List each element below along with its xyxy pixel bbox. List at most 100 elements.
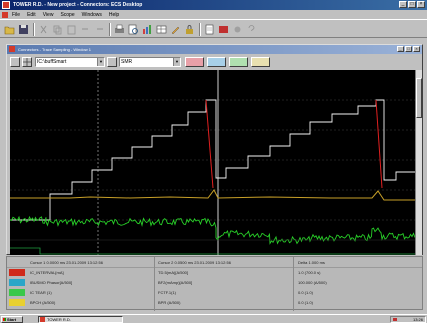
- cursor-info-panel: Cursor 1 0.0000 ms 23.01.2009 13:12:56 C…: [6, 256, 423, 311]
- toolbar-separator: [109, 23, 111, 36]
- table-icon[interactable]: [156, 24, 167, 35]
- trace-window-title-bar[interactable]: Connectors - Trace Sampling - Window 1 _…: [7, 45, 422, 54]
- main-toolbar: [0, 19, 427, 38]
- green-noisy-trace: [10, 215, 415, 245]
- signal-source-value: IC:\buffSmart: [37, 59, 67, 65]
- channel-4-color-swatch[interactable]: [9, 299, 25, 306]
- cut-icon[interactable]: [38, 24, 49, 35]
- channel-2-delta: 100.000 (A/500): [298, 280, 327, 285]
- tray-app-icon[interactable]: [393, 318, 397, 321]
- paste-icon[interactable]: [66, 24, 77, 35]
- title-bar[interactable]: TOWER R.D. - New project - Connectors: E…: [0, 0, 427, 10]
- channel-4-delta: 0.0 (1.0): [298, 300, 313, 305]
- oscilloscope-plot[interactable]: [10, 70, 415, 255]
- trace-minimize-button[interactable]: _: [397, 46, 404, 52]
- window-controls: _ □ ×: [399, 1, 425, 8]
- channel-1-value: TD.5(mA)[A/500]: [158, 270, 189, 275]
- window-title: TOWER R.D. - New project - Connectors: E…: [13, 2, 143, 8]
- channel-2-color-swatch[interactable]: [9, 279, 25, 286]
- toolbar-separator: [33, 23, 35, 36]
- yellow-trace: [10, 189, 415, 201]
- menu-windows[interactable]: Windows: [81, 11, 102, 18]
- menu-file[interactable]: File: [12, 11, 21, 18]
- menu-bar: File Edit View Scope Windows Help: [0, 10, 427, 19]
- cursor-2-readout: Cursor 2 0.0500 ms 23.01.2009 13:12:56: [158, 260, 231, 265]
- signal-source-select[interactable]: IC:\buffSmart ▼: [35, 57, 105, 67]
- close-button[interactable]: ×: [417, 1, 425, 8]
- chevron-down-icon[interactable]: ▼: [173, 58, 180, 66]
- channel-mode-value: SMR: [121, 59, 133, 65]
- menu-scope[interactable]: Scope: [60, 11, 75, 18]
- app-icon[interactable]: [2, 1, 10, 9]
- minimize-button[interactable]: _: [399, 1, 407, 8]
- start-label: Start: [7, 317, 17, 322]
- channel-4-value: BPR (A/500): [158, 300, 181, 305]
- document-icon[interactable]: [204, 24, 215, 35]
- channel-3-toggle[interactable]: [229, 57, 248, 67]
- channel-3-value: FCTF.1(1): [158, 290, 176, 295]
- undo-icon[interactable]: [80, 24, 91, 35]
- channel-1-color-swatch[interactable]: [9, 269, 25, 276]
- trace-options-button[interactable]: [10, 57, 20, 67]
- trace-window: Connectors - Trace Sampling - Window 1 _…: [6, 44, 423, 255]
- scrollbar-thumb[interactable]: [416, 78, 422, 118]
- trace-window-title: Connectors - Trace Sampling - Window 1: [18, 47, 91, 52]
- toolbar-separator: [199, 23, 201, 36]
- waveform-canvas[interactable]: [10, 70, 415, 255]
- document-menu-icon[interactable]: [2, 11, 8, 18]
- windows-logo-icon: [3, 318, 6, 321]
- save-icon[interactable]: [18, 24, 29, 35]
- application-window: TOWER R.D. - New project - Connectors: E…: [0, 0, 427, 314]
- system-tray: 13:26: [390, 316, 426, 323]
- start-button[interactable]: Start: [1, 316, 23, 323]
- channel-mode-select[interactable]: SMR ▼: [119, 57, 181, 67]
- help-icon[interactable]: [246, 24, 257, 35]
- white-staircase-trace: [10, 99, 415, 221]
- cursor-1-readout: Cursor 1 0.0000 ms 23.01.2009 13:12:56: [30, 260, 103, 265]
- plot-vertical-scrollbar[interactable]: [415, 70, 422, 255]
- menu-view[interactable]: View: [42, 11, 54, 18]
- channel-4-name: BPCH (A/500): [30, 300, 56, 305]
- channel-row[interactable]: BPCH (A/500) BPR (A/500) 0.0 (1.0): [8, 298, 423, 307]
- lock-icon[interactable]: [184, 24, 195, 35]
- info-header-row: Cursor 1 0.0000 ms 23.01.2009 13:12:56 C…: [8, 258, 423, 267]
- maximize-button[interactable]: □: [408, 1, 416, 8]
- channel-3-delta: 0.0 (1.0): [298, 290, 313, 295]
- channel-row[interactable]: IC TEAR (1) FCTF.1(1) 0.0 (1.0): [8, 288, 423, 297]
- pencil-icon[interactable]: [170, 24, 181, 35]
- channel-3-color-swatch[interactable]: [9, 289, 25, 296]
- menu-help[interactable]: Help: [108, 11, 120, 18]
- lower-green-trace: [10, 247, 415, 255]
- channel-row[interactable]: IC_INTERVAL[mA] TD.5(mA)[A/500] 1.0 (700…: [8, 268, 423, 277]
- app-icon: [40, 317, 45, 322]
- trace-maximize-button[interactable]: □: [405, 46, 412, 52]
- record-icon[interactable]: [218, 24, 229, 35]
- taskbar: Start TOWER R.D. 13:26: [0, 314, 427, 323]
- grid-icon: [23, 58, 31, 66]
- channel-2-toggle[interactable]: [207, 57, 226, 67]
- channel-3-name: IC TEAR (1): [30, 290, 52, 295]
- chevron-down-icon[interactable]: ▼: [97, 58, 104, 66]
- settings-icon[interactable]: [232, 24, 243, 35]
- print-icon[interactable]: [114, 24, 125, 35]
- channel-button[interactable]: [107, 57, 117, 67]
- clock: 13:26: [412, 317, 423, 322]
- channel-row[interactable]: IBUSMO Phasor[A/500] BF2(mAmp)[A/500] 10…: [8, 278, 423, 287]
- channel-2-name: IBUSMO Phasor[A/500]: [30, 280, 73, 285]
- trace-window-icon[interactable]: [9, 46, 15, 52]
- preview-icon[interactable]: [128, 24, 139, 35]
- open-folder-icon[interactable]: [4, 24, 15, 35]
- chart-icon[interactable]: [142, 24, 153, 35]
- taskbar-app-button[interactable]: TOWER R.D.: [38, 316, 123, 323]
- taskbar-app-label: TOWER R.D.: [47, 317, 71, 322]
- copy-icon[interactable]: [52, 24, 63, 35]
- redo-icon[interactable]: [94, 24, 105, 35]
- grid-toggle-button[interactable]: [22, 57, 32, 67]
- menu-edit[interactable]: Edit: [27, 11, 36, 18]
- trace-toolbar: IC:\buffSmart ▼ SMR ▼: [7, 55, 422, 69]
- channel-2-value: BF2(mAmp)[A/500]: [158, 280, 193, 285]
- trace-close-button[interactable]: ×: [413, 46, 420, 52]
- channel-1-toggle[interactable]: [185, 57, 204, 67]
- delta-readout: Delta 1.000 ms: [298, 260, 325, 265]
- channel-4-toggle[interactable]: [251, 57, 270, 67]
